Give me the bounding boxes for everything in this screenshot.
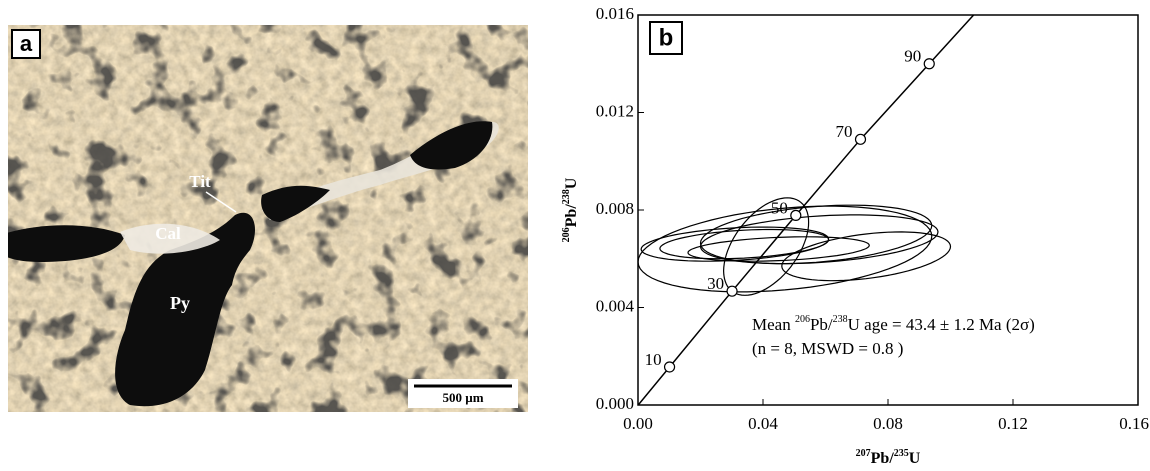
- x-axis-label: 207Pb/235U: [856, 448, 921, 466]
- age-label: 70: [836, 122, 853, 141]
- y-tick-label: 0.012: [596, 101, 634, 120]
- age-label: 50: [771, 198, 788, 217]
- x-tick-label: 0.12: [998, 414, 1028, 433]
- mineral-label: Tit: [189, 172, 211, 191]
- x-tick-label: 0.00: [623, 414, 653, 433]
- x-tick-label: 0.08: [873, 414, 903, 433]
- y-tick-label: 0.000: [596, 394, 634, 413]
- mineral-label: Cal: [155, 224, 181, 243]
- error-ellipse: [688, 237, 869, 261]
- concordia-ext: [929, 15, 973, 64]
- concordia-point: [727, 286, 737, 296]
- error-ellipse: [701, 215, 939, 264]
- y-axis-label: 206Pb/238U: [561, 177, 579, 242]
- scale-label: 500 µm: [442, 390, 483, 405]
- concordia-point: [665, 362, 675, 372]
- concordia-point: [856, 134, 866, 144]
- x-tick-label: 0.04: [748, 414, 778, 433]
- age-label: 30: [707, 274, 724, 293]
- annotation: Mean 206Pb/238U age = 43.4 ± 1.2 Ma (2σ): [752, 314, 1035, 334]
- concordia-point: [791, 210, 801, 220]
- error-ellipse: [641, 227, 829, 261]
- mineral-label: Py: [170, 293, 190, 313]
- chart: 0.00 0.04 0.08 0.12 0.16 0.000 0.004 0.008 0.012…: [596, 4, 1149, 433]
- age-label: 90: [904, 47, 921, 66]
- panel-label: a: [20, 31, 33, 56]
- concordia-point: [924, 59, 934, 69]
- y-tick-label: 0.016: [596, 4, 634, 23]
- y-tick-label: 0.008: [596, 199, 634, 218]
- x-tick-label: 0.16: [1119, 414, 1149, 433]
- annotation: (n = 8, MSWD = 0.8 ): [752, 339, 903, 358]
- photomicrograph: [0, 25, 528, 412]
- age-label: 10: [645, 350, 662, 369]
- panel-label: b: [659, 24, 674, 51]
- figure: a Tit Cal Py 500 µm 0.00 0.04 0.08 0.12 0.16…: [0, 0, 1150, 471]
- concordia-ext: [638, 367, 669, 405]
- y-tick-label: 0.004: [596, 296, 635, 315]
